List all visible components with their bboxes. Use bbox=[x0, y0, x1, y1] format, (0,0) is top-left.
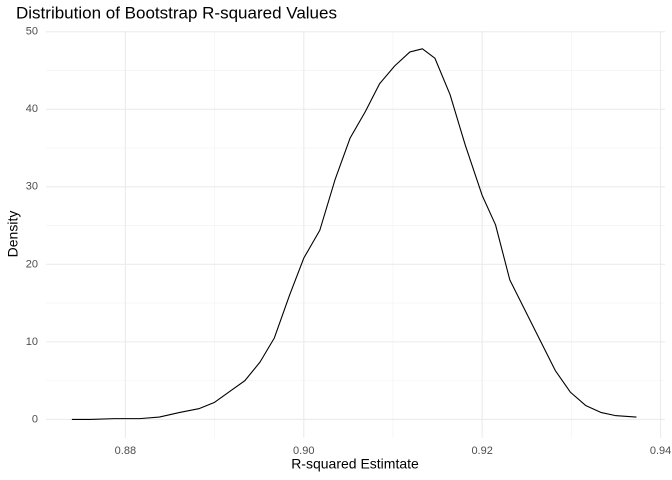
x-tick-label: 0.88 bbox=[115, 445, 136, 457]
y-tick-label: 30 bbox=[26, 181, 38, 193]
x-tick-label: 0.90 bbox=[293, 445, 314, 457]
y-tick-label: 50 bbox=[26, 26, 38, 38]
chart-title: Distribution of Bootstrap R-squared Valu… bbox=[16, 3, 337, 22]
y-tick-label: 20 bbox=[26, 258, 38, 270]
y-axis-title: Density bbox=[5, 211, 21, 258]
x-tick-label: 0.94 bbox=[650, 445, 671, 457]
y-tick-label: 0 bbox=[32, 413, 38, 425]
density-line bbox=[71, 48, 637, 420]
x-tick-label: 0.92 bbox=[471, 445, 492, 457]
y-tick-label: 10 bbox=[26, 336, 38, 348]
x-axis-title: R-squared Estimtate bbox=[291, 456, 419, 472]
y-tick-label: 40 bbox=[26, 103, 38, 115]
